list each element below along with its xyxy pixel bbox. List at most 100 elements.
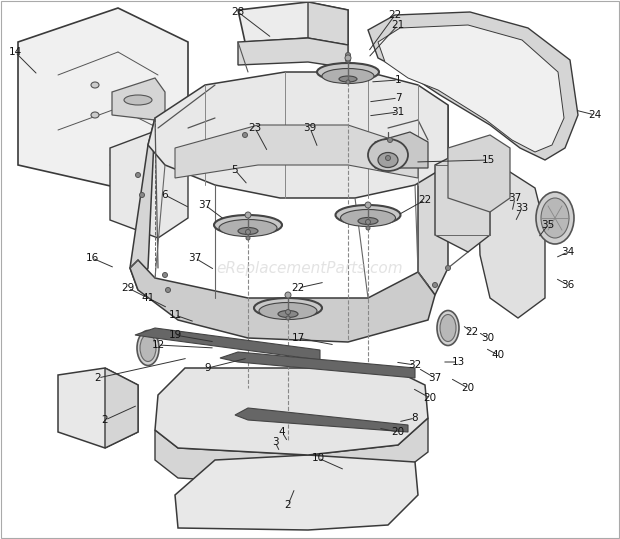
Polygon shape — [112, 78, 165, 120]
Circle shape — [345, 58, 350, 63]
Polygon shape — [18, 8, 188, 190]
Ellipse shape — [91, 112, 99, 118]
Ellipse shape — [437, 310, 459, 345]
Text: 2: 2 — [102, 415, 108, 425]
Text: 10: 10 — [311, 453, 324, 463]
Circle shape — [365, 202, 371, 208]
Ellipse shape — [368, 139, 408, 171]
Polygon shape — [58, 368, 138, 448]
Text: 16: 16 — [86, 253, 99, 263]
Polygon shape — [175, 455, 418, 530]
Text: 15: 15 — [481, 155, 495, 165]
Circle shape — [366, 219, 371, 225]
Polygon shape — [135, 328, 320, 360]
Text: 11: 11 — [169, 310, 182, 320]
Text: 12: 12 — [151, 340, 165, 350]
Text: 17: 17 — [291, 333, 304, 343]
Ellipse shape — [238, 227, 258, 234]
Circle shape — [386, 155, 391, 161]
Text: 33: 33 — [515, 203, 529, 213]
Polygon shape — [155, 418, 428, 485]
Polygon shape — [448, 135, 510, 212]
Ellipse shape — [335, 205, 401, 225]
Text: 2: 2 — [95, 373, 101, 383]
Text: 22: 22 — [466, 327, 479, 337]
Text: 37: 37 — [428, 373, 441, 383]
Text: 22: 22 — [418, 195, 432, 205]
Text: 14: 14 — [9, 47, 22, 57]
Polygon shape — [435, 148, 490, 252]
Text: 41: 41 — [141, 293, 154, 303]
Circle shape — [162, 273, 167, 278]
Text: 37: 37 — [198, 200, 211, 210]
Text: 8: 8 — [412, 413, 418, 423]
Ellipse shape — [137, 330, 159, 365]
Ellipse shape — [259, 302, 317, 320]
Polygon shape — [105, 368, 138, 448]
Polygon shape — [155, 368, 428, 455]
Circle shape — [242, 133, 247, 137]
Text: 37: 37 — [508, 193, 521, 203]
Ellipse shape — [378, 153, 398, 168]
Polygon shape — [238, 38, 348, 68]
Polygon shape — [130, 260, 435, 342]
Text: 13: 13 — [451, 357, 464, 367]
Circle shape — [285, 292, 291, 298]
Text: 39: 39 — [303, 123, 317, 133]
Circle shape — [366, 226, 370, 230]
Text: 28: 28 — [231, 7, 245, 17]
Text: 19: 19 — [169, 330, 182, 340]
Ellipse shape — [340, 210, 396, 226]
Ellipse shape — [214, 215, 282, 235]
Ellipse shape — [536, 192, 574, 244]
Circle shape — [136, 172, 141, 177]
Circle shape — [246, 230, 250, 234]
Polygon shape — [378, 25, 564, 152]
Circle shape — [246, 236, 250, 240]
Text: 21: 21 — [391, 20, 405, 30]
Circle shape — [345, 55, 351, 61]
Text: 1: 1 — [395, 75, 401, 85]
Text: 3: 3 — [272, 437, 278, 447]
Circle shape — [285, 309, 291, 314]
Text: 23: 23 — [249, 123, 262, 133]
Text: 6: 6 — [162, 190, 168, 200]
Polygon shape — [130, 118, 155, 290]
Ellipse shape — [254, 298, 322, 318]
Ellipse shape — [317, 63, 379, 81]
Circle shape — [433, 282, 438, 287]
Text: 20: 20 — [391, 427, 405, 437]
Ellipse shape — [140, 335, 156, 362]
Text: 4: 4 — [278, 427, 285, 437]
Polygon shape — [110, 130, 188, 238]
Circle shape — [446, 266, 451, 271]
Circle shape — [166, 287, 171, 293]
Text: 24: 24 — [588, 110, 601, 120]
Text: 30: 30 — [482, 333, 495, 343]
Text: 7: 7 — [395, 93, 401, 103]
Ellipse shape — [440, 314, 456, 342]
Text: 29: 29 — [122, 283, 135, 293]
Polygon shape — [175, 125, 418, 178]
Text: 36: 36 — [561, 280, 575, 290]
Text: 31: 31 — [391, 107, 405, 117]
Polygon shape — [375, 132, 428, 168]
Circle shape — [345, 52, 350, 58]
Circle shape — [346, 80, 350, 84]
Text: eReplacementParts.com: eReplacementParts.com — [216, 260, 404, 275]
Ellipse shape — [91, 82, 99, 88]
Ellipse shape — [358, 218, 378, 225]
Circle shape — [245, 212, 251, 218]
Ellipse shape — [124, 95, 152, 105]
Polygon shape — [238, 2, 348, 45]
Ellipse shape — [339, 76, 357, 82]
Text: 9: 9 — [205, 363, 211, 373]
Circle shape — [140, 192, 144, 197]
Text: 22: 22 — [388, 10, 402, 20]
Ellipse shape — [278, 310, 298, 317]
Polygon shape — [308, 2, 348, 45]
Text: 32: 32 — [409, 360, 422, 370]
Text: 40: 40 — [492, 350, 505, 360]
Text: 37: 37 — [188, 253, 202, 263]
Text: 22: 22 — [291, 283, 304, 293]
